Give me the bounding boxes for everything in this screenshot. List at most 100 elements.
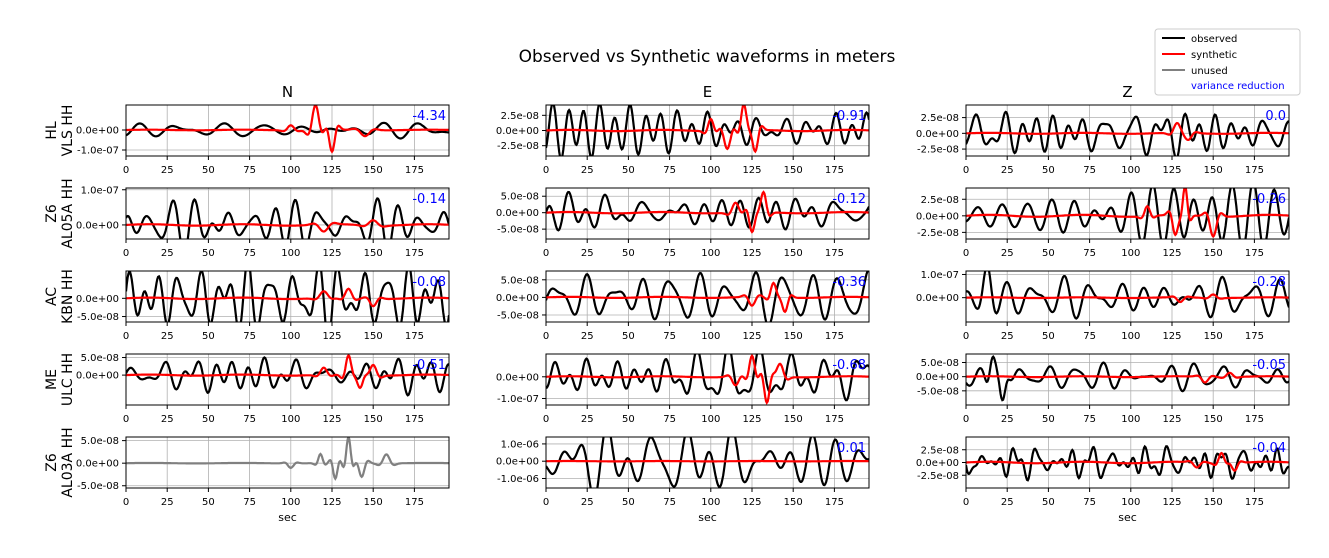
variance-reduction-value: -0.08: [412, 275, 446, 290]
x-tick-label: 75: [1083, 248, 1096, 259]
x-tick-label: 50: [202, 248, 215, 259]
axes-frame: [125, 270, 450, 323]
panel-0-0: 0 25 50 75 100 125 150 175 0.0e+00 -1.0e-07 -4.34: [76, 104, 450, 176]
figure-title: Observed vs Synthetic waveforms in meter…: [519, 47, 896, 67]
x-tick-label: 25: [581, 248, 594, 259]
x-tick-label: 175: [1245, 248, 1264, 259]
x-tick-label: 150: [364, 497, 383, 508]
y-tick-label: -2.5e-08: [917, 471, 959, 482]
x-tick-label: 100: [281, 497, 300, 508]
x-tick-label: 150: [784, 414, 803, 425]
panel-1-0: 0 25 50 75 100 125 150 175 1.0e-07 0.0e+00 -0.14: [76, 185, 450, 259]
x-tick-label: 100: [701, 248, 720, 259]
x-tick-label: 175: [405, 414, 424, 425]
x-tick-label: 125: [742, 497, 761, 508]
x-tick-label: 175: [825, 414, 844, 425]
x-tick-label: 50: [1042, 331, 1055, 342]
x-tick-label: 75: [663, 497, 676, 508]
axes-frame: [545, 436, 870, 489]
x-tick-label: 100: [1121, 165, 1140, 176]
synthetic-trace: [966, 121, 1289, 141]
x-tick-label: 75: [663, 165, 676, 176]
panel-4-1: 0 25 50 75 100 125 150 175 1.0e-06 0.0e+00 -1.0e-0…: [496, 436, 870, 508]
x-tick-label: 50: [1042, 165, 1055, 176]
x-tick-label: 50: [1042, 414, 1055, 425]
x-tick-label: 0: [123, 248, 129, 259]
synthetic-trace: [546, 281, 869, 314]
x-tick-label: 25: [161, 414, 174, 425]
x-tick-label: 175: [1245, 165, 1264, 176]
variance-reduction-value: -4.34: [412, 109, 446, 124]
y-tick-label: 1.0e-06: [501, 439, 539, 450]
observed-trace: [546, 354, 869, 402]
x-tick-label: 175: [1245, 497, 1264, 508]
x-tick-label: 125: [322, 331, 341, 342]
observed-trace: [546, 437, 869, 488]
x-tick-label: 0: [123, 165, 129, 176]
variance-reduction-value: -0.04: [1252, 441, 1286, 456]
x-tick-label: 75: [1083, 331, 1096, 342]
y-tick-label: -2.5e-08: [497, 141, 539, 152]
axes-frame: [965, 353, 1290, 406]
y-tick-label: 0.0e+00: [76, 459, 119, 470]
row-label-station: VLS HH: [60, 105, 76, 157]
x-tick-label: 25: [1001, 414, 1014, 425]
x-tick-label: 50: [622, 248, 635, 259]
observed-trace: [126, 197, 449, 239]
y-tick-label: 5.0e-08: [81, 436, 119, 447]
y-tick-label: 2.5e-08: [921, 445, 959, 456]
x-tick-label: 150: [1204, 331, 1223, 342]
x-tick-label: 150: [784, 331, 803, 342]
y-tick-label: 5.0e-08: [81, 353, 119, 364]
legend-frame: [1154, 28, 1301, 96]
y-tick-label: 0.0e+00: [496, 208, 539, 219]
panel-4-2: 0 25 50 75 100 125 150 175 2.5e-08 0.0e+00 -2.5e-0…: [916, 436, 1290, 508]
observed-trace: [966, 188, 1289, 239]
x-tick-label: 125: [742, 414, 761, 425]
row-label-station: AL03A HH: [60, 427, 76, 497]
x-tick-label: 25: [1001, 497, 1014, 508]
x-tick-label: 175: [825, 497, 844, 508]
x-tick-label: 50: [202, 414, 215, 425]
x-tick-label: 75: [1083, 497, 1096, 508]
legend: observed synthetic unused variance reduc…: [1154, 28, 1301, 96]
y-tick-label: -2.5e-08: [917, 145, 959, 156]
x-axis-label: sec: [1118, 511, 1137, 524]
x-tick-label: 25: [1001, 331, 1014, 342]
x-tick-label: 0: [123, 331, 129, 342]
x-tick-label: 150: [1204, 414, 1223, 425]
y-tick-label: 5.0e-08: [501, 192, 539, 203]
synthetic-trace: [126, 219, 449, 233]
row-label-station: AL05A HH: [60, 178, 76, 248]
synthetic-trace: [966, 293, 1289, 304]
x-tick-label: 100: [281, 331, 300, 342]
x-tick-label: 100: [281, 414, 300, 425]
y-tick-label: 1.0e-07: [921, 270, 959, 281]
row-label: ME ULC HH: [44, 353, 76, 406]
row-label: HL VLS HH: [44, 105, 76, 157]
y-tick-label: 0.0e+00: [916, 372, 959, 383]
x-tick-label: 50: [622, 331, 635, 342]
panel-0-2: 0 25 50 75 100 125 150 175 2.5e-08 0.0e+00 -2.5e-0…: [916, 104, 1290, 176]
y-tick-label: 0.0e+00: [496, 457, 539, 468]
panel-3-2: 0 25 50 75 100 125 150 175 5.0e-08 0.0e+00 -5.0e-0…: [916, 353, 1290, 425]
x-tick-label: 0: [543, 414, 549, 425]
x-tick-label: 100: [701, 497, 720, 508]
x-tick-label: 25: [581, 497, 594, 508]
x-tick-label: 150: [784, 248, 803, 259]
panel-2-0: 0 25 50 75 100 125 150 175 0.0e+00 -5.0e-08 -0.08: [76, 270, 450, 342]
x-tick-label: 125: [1162, 497, 1181, 508]
observed-trace: [966, 271, 1289, 320]
x-tick-label: 25: [581, 165, 594, 176]
x-tick-label: 50: [622, 165, 635, 176]
variance-reduction-value: 0.01: [837, 441, 866, 456]
panel-3-0: 0 25 50 75 100 125 150 175 5.0e-08 0.0e+00 -0.51: [76, 353, 450, 425]
x-tick-label: 100: [701, 165, 720, 176]
column-title-z: Z: [1122, 83, 1132, 101]
y-tick-label: 0.0e+00: [76, 126, 119, 137]
y-tick-label: 2.5e-08: [921, 113, 959, 124]
synthetic-trace: [966, 371, 1289, 384]
x-tick-label: 150: [364, 414, 383, 425]
x-tick-label: 75: [243, 414, 256, 425]
panel-3-1: 0 25 50 75 100 125 150 175 0.0e+00 -1.0e-07 -0.68: [496, 353, 870, 425]
